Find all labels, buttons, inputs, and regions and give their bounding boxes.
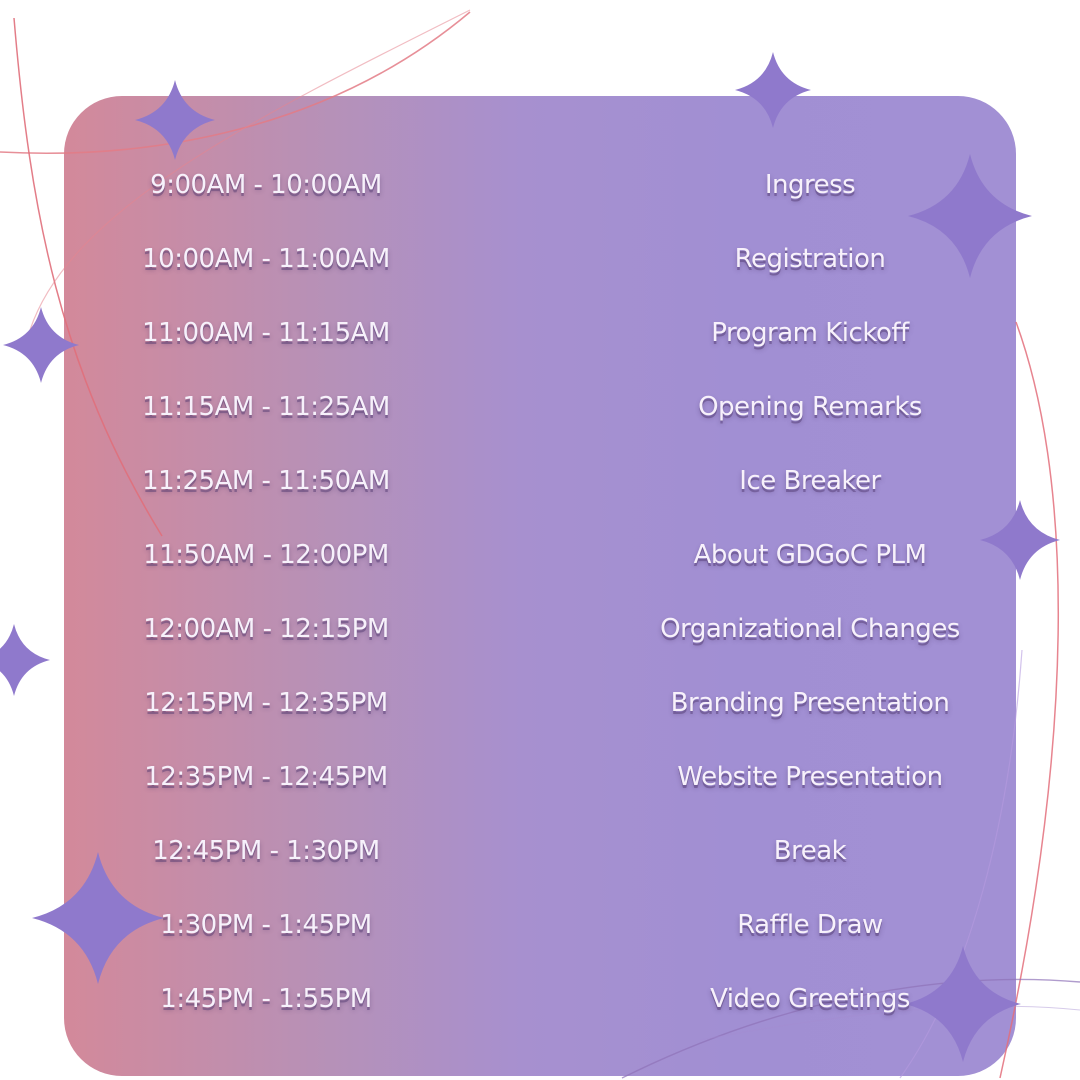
schedule-time: 12:00AM - 12:15PM	[143, 614, 389, 644]
schedule-row: 11:15AM - 11:25AM Opening Remarks	[0, 387, 1080, 427]
schedule-row: 12:00AM - 12:15PM Organizational Changes	[0, 609, 1080, 649]
schedule-event: Organizational Changes	[660, 614, 960, 644]
schedule-event: Program Kickoff	[711, 318, 909, 348]
schedule-row: 1:30PM - 1:45PM Raffle Draw	[0, 905, 1080, 945]
schedule-event: Video Greetings	[710, 984, 910, 1014]
schedule-event: About GDGoC PLM	[693, 540, 927, 570]
schedule-event: Website Presentation	[677, 762, 943, 792]
schedule-event: Opening Remarks	[698, 392, 922, 422]
schedule-event: Registration	[734, 244, 886, 274]
schedule-time: 11:25AM - 11:50AM	[142, 466, 390, 496]
schedule-row: 12:15PM - 12:35PM Branding Presentation	[0, 683, 1080, 723]
schedule-time: 10:00AM - 11:00AM	[142, 244, 390, 274]
schedule-event: Break	[773, 836, 847, 866]
schedule-time: 11:50AM - 12:00PM	[143, 540, 389, 570]
schedule-event: Ice Breaker	[739, 466, 881, 496]
schedule-row: 10:00AM - 11:00AM Registration	[0, 239, 1080, 279]
schedule-time: 12:35PM - 12:45PM	[144, 762, 388, 792]
schedule-row: 11:50AM - 12:00PM About GDGoC PLM	[0, 535, 1080, 575]
schedule-time: 1:30PM - 1:45PM	[160, 910, 372, 940]
schedule-row: 1:45PM - 1:55PM Video Greetings	[0, 979, 1080, 1019]
schedule-time: 11:15AM - 11:25AM	[142, 392, 390, 422]
schedule-time: 11:00AM - 11:15AM	[142, 318, 390, 348]
schedule-row: 9:00AM - 10:00AM Ingress	[0, 165, 1080, 205]
schedule-event: Ingress	[764, 170, 856, 200]
schedule-row: 11:25AM - 11:50AM Ice Breaker	[0, 461, 1080, 501]
schedule-time: 12:15PM - 12:35PM	[144, 688, 388, 718]
schedule-row: 11:00AM - 11:15AM Program Kickoff	[0, 313, 1080, 353]
schedule-row: 12:35PM - 12:45PM Website Presentation	[0, 757, 1080, 797]
schedule-time: 1:45PM - 1:55PM	[160, 984, 372, 1014]
schedule-event: Branding Presentation	[670, 688, 950, 718]
schedule-time: 9:00AM - 10:00AM	[150, 170, 382, 200]
schedule-time: 12:45PM - 1:30PM	[152, 836, 380, 866]
schedule-row: 12:45PM - 1:30PM Break	[0, 831, 1080, 871]
schedule-event: Raffle Draw	[737, 910, 883, 940]
